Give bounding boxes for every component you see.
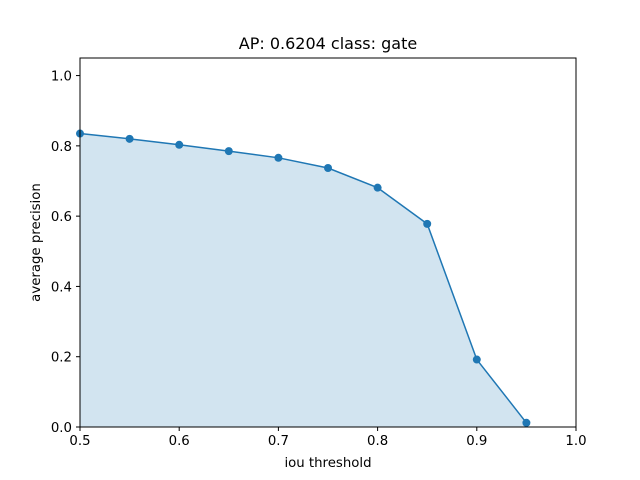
- y-tick-label: 1.0: [51, 70, 72, 85]
- plot-frame: [79, 57, 577, 428]
- data-point: [373, 183, 382, 192]
- x-tick-label: 0.8: [367, 434, 388, 449]
- y-tick-label: 0.0: [51, 421, 72, 436]
- y-tick-label: 0.2: [51, 351, 72, 366]
- data-point: [224, 147, 233, 156]
- x-tick-label: 0.9: [466, 434, 487, 449]
- data-point: [125, 134, 134, 143]
- data-point: [274, 153, 283, 162]
- x-tick-label: 0.7: [268, 434, 289, 449]
- series-line: [79, 132, 527, 424]
- area-fill: [80, 133, 527, 428]
- data-point: [423, 219, 432, 228]
- data-point: [175, 140, 184, 149]
- y-tick-label: 0.8: [51, 140, 72, 155]
- x-tick-label: 0.6: [169, 434, 190, 449]
- y-axis-label: average precision: [29, 183, 44, 302]
- data-point: [324, 163, 332, 172]
- y-tick-label: 0.6: [51, 210, 72, 225]
- data-point: [522, 418, 531, 427]
- x-tick-label: 1.0: [565, 434, 586, 449]
- y-tick-label: 0.4: [51, 280, 72, 295]
- chart-title: AP: 0.6204 class: gate: [239, 34, 417, 53]
- x-tick-label: 0.5: [69, 434, 90, 449]
- data-point: [472, 355, 481, 364]
- x-axis-label: iou threshold: [284, 456, 371, 471]
